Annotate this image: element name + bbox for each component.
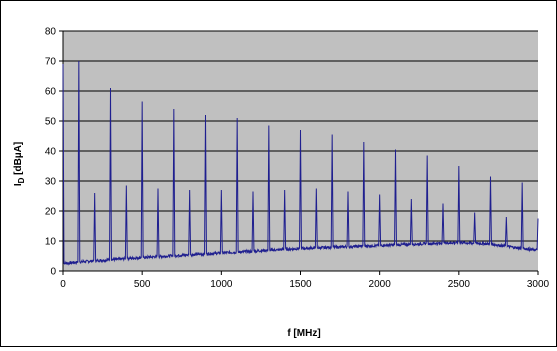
x-tick-label: 2000 [369, 279, 392, 290]
x-tick-label: 2500 [448, 279, 471, 290]
y-tick-label: 10 [45, 237, 57, 248]
x-tick-label: 3000 [527, 279, 550, 290]
y-tick-label: 50 [45, 117, 57, 128]
y-axis-label-sub: D [17, 177, 26, 183]
y-tick-label: 20 [45, 207, 57, 218]
x-tick-label: 1000 [210, 279, 233, 290]
y-axis-label: ID [dBµA] [13, 142, 26, 186]
y-tick-label: 40 [45, 147, 57, 158]
spectrum-line [62, 60, 539, 266]
y-axis-ticks: 0 10 20 30 40 50 60 70 80 [45, 27, 63, 278]
y-axis-label-main: I [13, 183, 24, 186]
x-tick-label: 0 [60, 279, 66, 290]
y-tick-label: 80 [45, 27, 57, 38]
x-axis-label: f [MHz] [287, 328, 320, 339]
y-tick-label: 60 [45, 87, 57, 98]
x-tick-label: 500 [134, 279, 151, 290]
y-tick-label: 30 [45, 177, 57, 188]
y-axis-label-rest: [dBµA] [13, 142, 24, 178]
chart-svg: 0 10 20 30 40 50 60 70 80 0 500 1000 1500 2000 2500 30… [13, 27, 550, 340]
y-tick-label: 70 [45, 57, 57, 68]
x-tick-label: 1500 [289, 279, 312, 290]
x-axis-ticks: 0 500 1000 1500 2000 2500 3000 [60, 271, 550, 290]
y-tick-label: 0 [50, 267, 56, 278]
